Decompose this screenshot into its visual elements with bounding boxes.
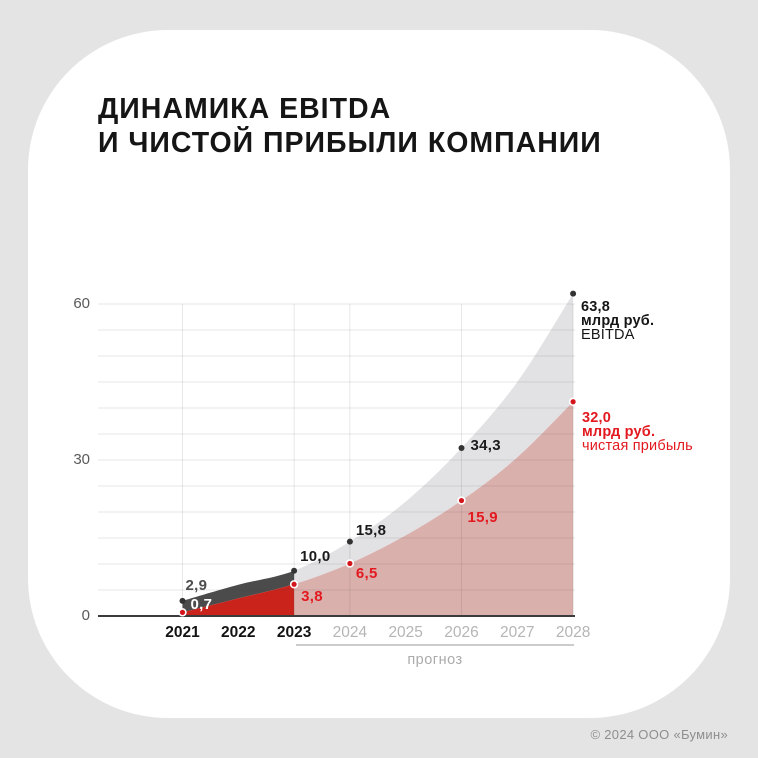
x-axis-tick-2021: 2021: [165, 624, 200, 641]
x-axis-tick-2026: 2026: [444, 624, 479, 641]
net-profit-annotation: 32,0 млрд руб. чистая прибыль: [582, 410, 693, 455]
gridlines: [98, 303, 575, 615]
ebitda-annotation: 63,8 млрд руб. EBITDA: [581, 299, 655, 344]
value-label: 2,9: [185, 576, 208, 594]
ebitda-point: [291, 567, 298, 574]
x-axis-tick-2024: 2024: [332, 624, 368, 641]
value-label: 15,8: [355, 521, 387, 539]
annotation-value: 63,8: [581, 299, 611, 315]
ebitda-point: [346, 538, 353, 545]
ebitda-point: [570, 290, 577, 297]
value-label: 3,8: [301, 588, 323, 606]
net-profit-point: [289, 580, 299, 589]
x-axis-tick-2025: 2025: [388, 624, 423, 641]
page-title: ДИНАМИКА EBITDA И ЧИСТОЙ ПРИБЫЛИ КОМПАНИ…: [98, 92, 602, 160]
net-profit-point: [457, 496, 466, 505]
forecast-label: прогноз: [407, 652, 463, 668]
ebitda-point: [458, 445, 465, 452]
annotation-value: 32,0: [582, 410, 612, 426]
x-axis-tick-2027: 2027: [500, 624, 535, 641]
title-line-2: И ЧИСТОЙ ПРИБЫЛИ КОМПАНИИ: [98, 127, 602, 159]
copyright: © 2024 ООО «Бумин»: [590, 727, 728, 742]
net-profit-forecast-area: [294, 401, 574, 616]
value-label: 15,9: [467, 508, 498, 526]
value-label: 0,7: [190, 596, 213, 614]
annotation-series-name: EBITDA: [581, 327, 635, 344]
ebitda-forecast-area: [294, 293, 574, 585]
data-points: [178, 290, 578, 617]
annotation-unit: млрд руб.: [582, 423, 656, 440]
ebitda-historical-area: [182, 570, 295, 613]
value-label: 34,3: [470, 437, 501, 455]
value-label: 10,0: [300, 547, 331, 565]
net-profit-historical-area: [182, 584, 295, 616]
forecast-bracket-line: [296, 644, 574, 646]
value-label: 6,5: [355, 565, 378, 583]
net-profit-point: [345, 559, 355, 568]
x-axis-tick-2028: 2028: [555, 624, 591, 641]
y-axis-tick: 60: [73, 295, 90, 312]
annotation-series-name: чистая прибыль: [582, 438, 693, 455]
net-profit-point: [568, 397, 578, 406]
net-profit-point: [178, 608, 187, 617]
y-axis-tick: 0: [81, 607, 90, 624]
annotation-unit: млрд руб.: [581, 312, 655, 329]
y-axis-tick: 30: [73, 451, 90, 468]
x-axis-tick-2023: 2023: [276, 624, 312, 641]
title-line-1: ДИНАМИКА EBITDA: [98, 93, 392, 125]
ebitda-point: [179, 597, 186, 604]
x-axis-tick-2022: 2022: [221, 624, 256, 641]
